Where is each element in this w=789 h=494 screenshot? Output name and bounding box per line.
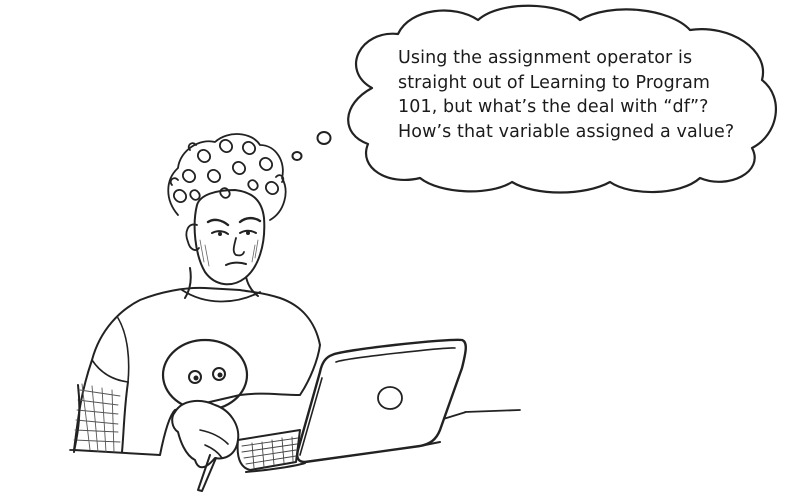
face-shading bbox=[199, 239, 259, 267]
hand-fingers bbox=[199, 429, 229, 459]
collar bbox=[181, 289, 261, 303]
laptop-screen-inner bbox=[299, 347, 456, 456]
thought-bubble-text: Using the assignment operator is straigh… bbox=[398, 46, 768, 144]
thought-dot-large bbox=[316, 131, 332, 145]
thought-line-2: straight out of Learning to Program bbox=[398, 72, 711, 93]
laptop-base bbox=[245, 441, 441, 473]
shirt-eye-right bbox=[212, 367, 226, 381]
shirt-eye-left bbox=[188, 370, 202, 384]
curly-hair bbox=[167, 133, 287, 221]
laptop-screen-back bbox=[296, 338, 467, 464]
thought-dot-small bbox=[291, 151, 303, 161]
pencil bbox=[197, 454, 217, 492]
face bbox=[193, 189, 266, 286]
ear bbox=[185, 223, 200, 251]
thought-line-4: How’s that variable assigned a value? bbox=[398, 121, 735, 142]
arm-hatching bbox=[73, 383, 121, 453]
hand bbox=[171, 399, 240, 469]
mouth bbox=[225, 261, 247, 266]
eyebrows bbox=[206, 216, 262, 227]
thought-bubble-cloud bbox=[347, 4, 778, 194]
thought-line-3: 101, but what’s the deal with “df”? bbox=[398, 97, 709, 117]
thought-line-1: Using the assignment operator is bbox=[398, 48, 693, 68]
laptop-logo bbox=[377, 386, 403, 410]
laptop-keys bbox=[241, 436, 299, 469]
eyes bbox=[211, 229, 257, 235]
nose bbox=[232, 237, 245, 257]
sleeve-left bbox=[91, 317, 130, 383]
arm-outline bbox=[73, 381, 129, 453]
